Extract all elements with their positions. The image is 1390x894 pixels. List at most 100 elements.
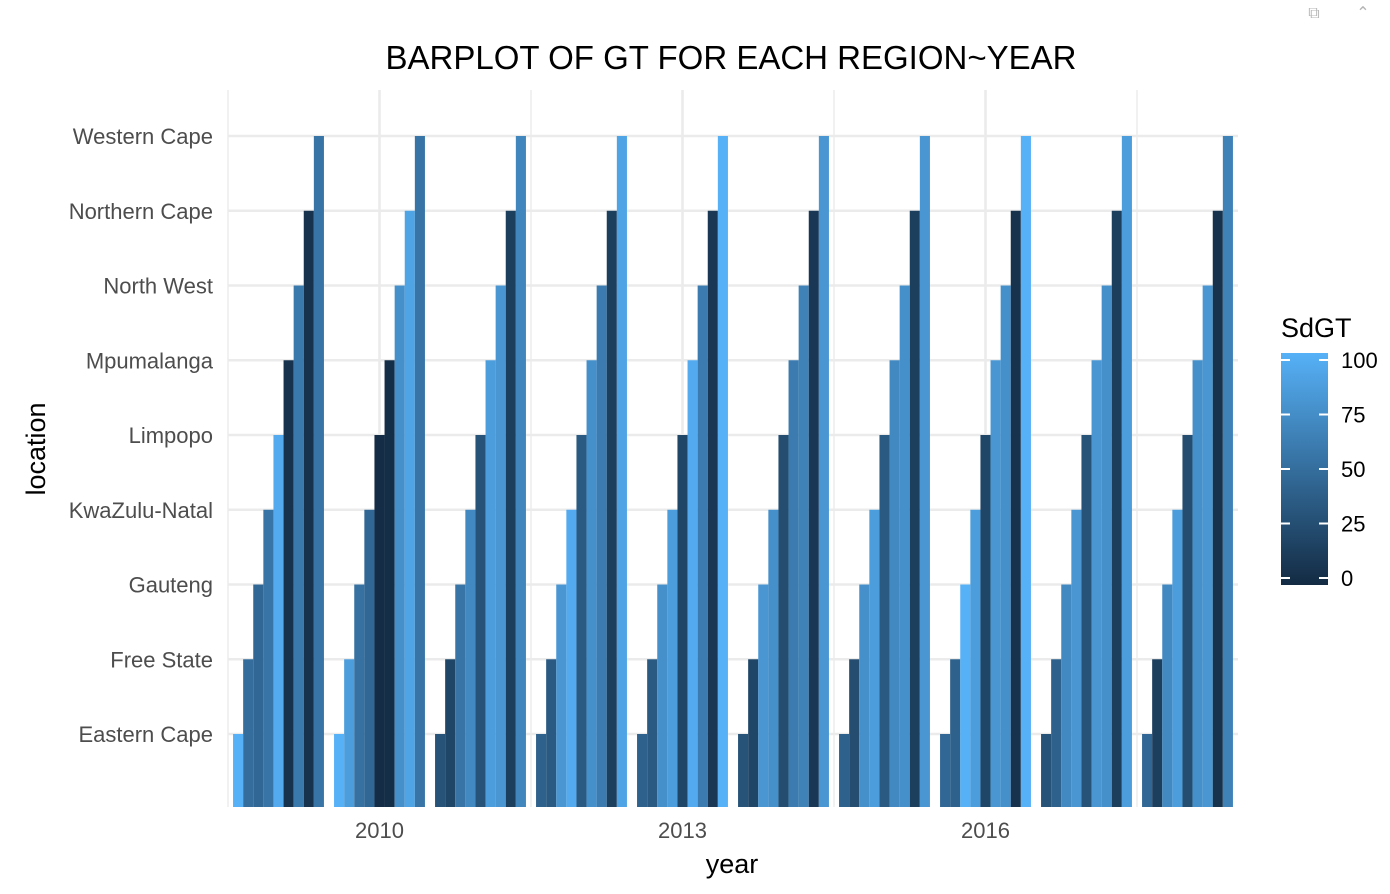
legend-tick-label: 25 <box>1341 512 1365 537</box>
bar <box>546 659 557 807</box>
bar <box>1051 659 1062 807</box>
bar <box>384 360 395 807</box>
bar <box>616 136 627 807</box>
y-tick-label: Free State <box>110 647 213 672</box>
bar <box>303 210 314 807</box>
bar <box>596 285 607 807</box>
bar <box>960 584 971 807</box>
bar <box>435 734 446 807</box>
x-tick-label: 2013 <box>658 818 707 843</box>
bar <box>475 435 486 807</box>
y-tick-label: Eastern Cape <box>78 722 213 747</box>
bar <box>1000 285 1011 807</box>
bar <box>990 360 1001 807</box>
bar <box>273 435 284 807</box>
popout-window-icon[interactable]: ⧉ <box>1308 3 1320 22</box>
bar <box>233 734 244 807</box>
x-tick-label: 2016 <box>961 818 1010 843</box>
bar <box>879 435 890 807</box>
bar <box>697 285 708 807</box>
bar <box>586 360 597 807</box>
y-axis-title: location <box>21 402 51 495</box>
bar <box>313 136 324 807</box>
bar <box>465 509 476 807</box>
bar <box>919 136 930 807</box>
legend-tick-label: 0 <box>1341 566 1353 591</box>
bar <box>980 435 991 807</box>
bar <box>1212 210 1223 807</box>
y-tick-label: KwaZulu-Natal <box>69 498 213 523</box>
bar <box>1061 584 1072 807</box>
bar <box>556 584 567 807</box>
bar <box>495 285 506 807</box>
x-tick-label: 2010 <box>355 818 404 843</box>
bar <box>1081 435 1092 807</box>
bar <box>1182 435 1193 807</box>
bar <box>677 435 688 807</box>
bar <box>839 734 850 807</box>
bar <box>909 210 920 807</box>
chevron-double-up-icon[interactable]: ⌃ <box>1356 3 1370 22</box>
y-tick-label: North West <box>103 274 213 299</box>
legend-tick-label: 50 <box>1341 457 1365 482</box>
y-tick-label: Limpopo <box>129 423 213 448</box>
y-tick-label: Northern Cape <box>69 199 213 224</box>
bar <box>293 285 304 807</box>
bar <box>505 210 516 807</box>
bar <box>778 435 789 807</box>
bar <box>1152 659 1163 807</box>
bar <box>283 360 294 807</box>
bar <box>818 136 829 807</box>
colorbar-legend: SdGT 0 25 50 75 100 <box>1281 313 1378 591</box>
y-tick-labels: Eastern Cape Free State Gauteng KwaZulu-Nat… <box>69 124 214 747</box>
legend-tick-label: 75 <box>1341 403 1365 428</box>
bar <box>707 210 718 807</box>
bar <box>768 509 779 807</box>
bar <box>1121 136 1132 807</box>
bar <box>1111 210 1122 807</box>
x-tick-labels: 2010 2013 2016 <box>355 818 1010 843</box>
bar <box>566 509 577 807</box>
bar <box>637 734 648 807</box>
bar <box>1192 360 1203 807</box>
bar <box>798 285 809 807</box>
bar <box>455 584 466 807</box>
bar <box>859 584 870 807</box>
bar <box>849 659 860 807</box>
bar <box>485 360 496 807</box>
bar <box>1041 734 1052 807</box>
bar <box>1162 584 1173 807</box>
bar <box>1020 136 1031 807</box>
bar <box>374 435 385 807</box>
chart-title: BARPLOT OF GT FOR EACH REGION~YEAR <box>385 39 1076 76</box>
legend-title: SdGT <box>1281 313 1352 343</box>
bar <box>1101 285 1112 807</box>
bar <box>667 509 678 807</box>
bar <box>1222 136 1233 807</box>
bar <box>899 285 910 807</box>
bar <box>970 509 981 807</box>
bar <box>1010 210 1021 807</box>
bar <box>253 584 264 807</box>
bar <box>889 360 900 807</box>
bar <box>687 360 698 807</box>
y-tick-label: Western Cape <box>73 124 213 149</box>
bar <box>788 360 799 807</box>
bar <box>334 734 345 807</box>
bar <box>576 435 587 807</box>
bar <box>1172 509 1183 807</box>
bar <box>263 509 274 807</box>
bar <box>647 659 658 807</box>
bar <box>717 136 728 807</box>
bar <box>657 584 668 807</box>
bar <box>940 734 951 807</box>
bar <box>748 659 759 807</box>
y-tick-label: Mpumalanga <box>86 348 214 373</box>
bar <box>364 509 375 807</box>
legend-tick-label: 100 <box>1341 348 1378 373</box>
bar <box>950 659 961 807</box>
bar <box>344 659 355 807</box>
bar <box>808 210 819 807</box>
bar <box>515 136 526 807</box>
bar <box>404 210 415 807</box>
